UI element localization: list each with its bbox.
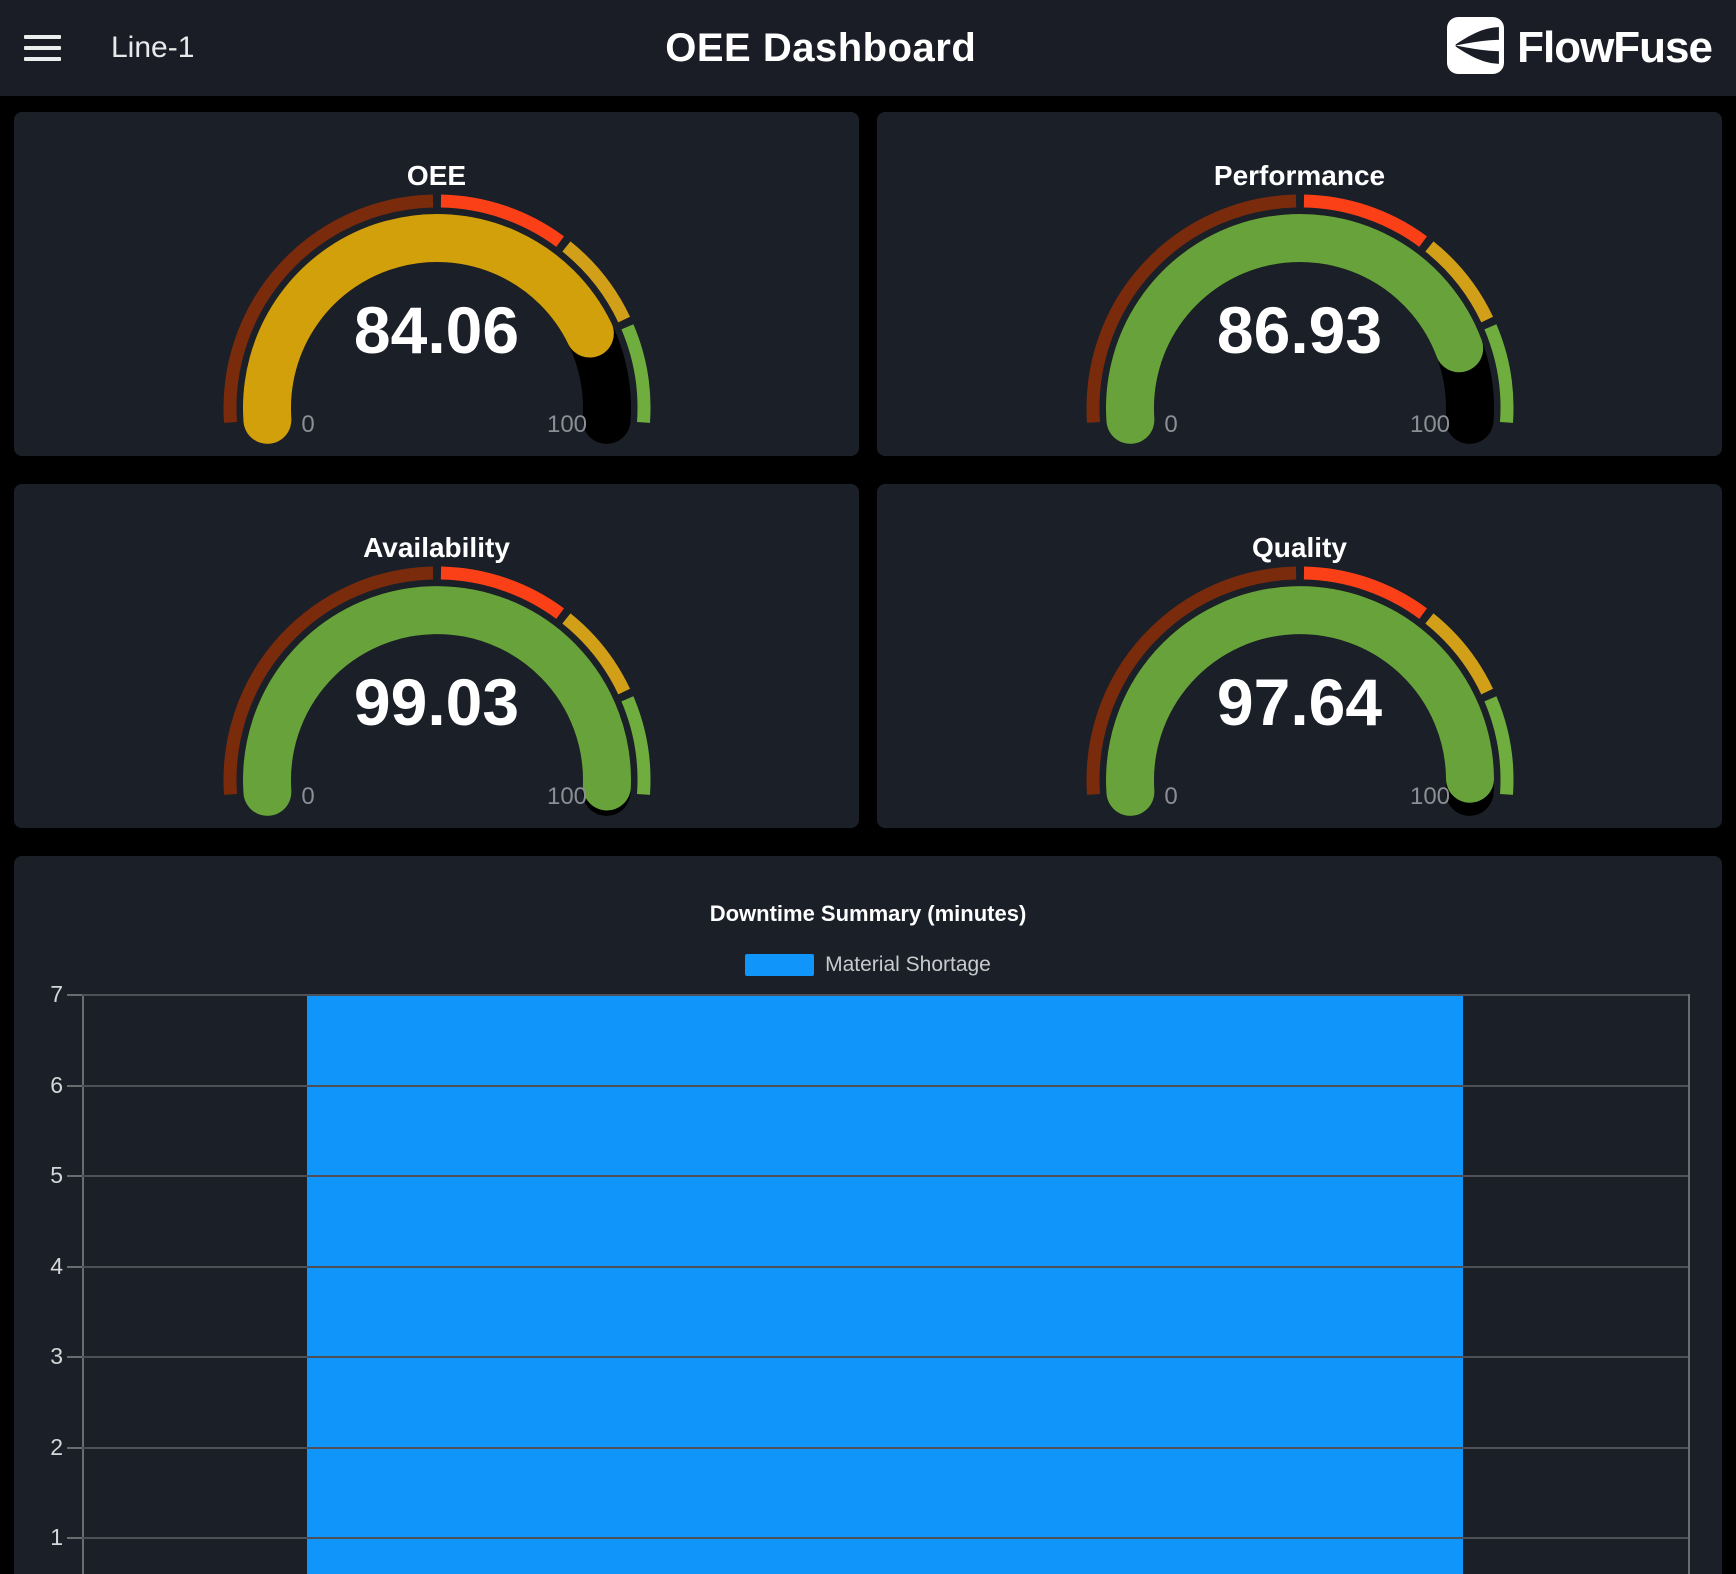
gauge-title: Quality: [1252, 532, 1347, 563]
right-axis-line: [1688, 994, 1690, 1574]
legend-label: Material Shortage: [825, 953, 991, 976]
header-bar: Line-1 OEE Dashboard FlowFuse: [0, 0, 1736, 96]
gauge-value: 86.93: [1216, 293, 1383, 367]
gauge-row-2: Availability 99.03 0 100 Quality 97.64 0…: [14, 484, 1722, 828]
gauge-min-label: 0: [1164, 411, 1178, 438]
y-tick-label: 4: [50, 1252, 63, 1279]
gridline-y-7: [82, 994, 1688, 996]
y-tick-label: 2: [50, 1433, 63, 1460]
gauge-arc: [223, 194, 651, 444]
gridline-y-3: [82, 1356, 1688, 1358]
gridline-y-1: [82, 1537, 1688, 1539]
gauge-title: OEE: [406, 160, 467, 191]
gridline-y-2: [82, 1446, 1688, 1449]
gauge-max-label: 100: [546, 783, 588, 810]
legend-item-material-shortage[interactable]: Material Shortage: [14, 954, 1722, 976]
y-tick-label: 5: [50, 1162, 63, 1188]
gauge-arc: [223, 566, 651, 816]
brand-name: FlowFuse: [1517, 23, 1713, 72]
gauge-card-availability: Availability 99.03 0 100: [14, 484, 859, 828]
gridline-y-4: [82, 1265, 1688, 1268]
legend-swatch: [745, 954, 815, 976]
bar-material-shortage: [307, 996, 1463, 1574]
dashboard-body: OEE 84.06 0 100 Performance 86.93 0 100 …: [0, 96, 1736, 1574]
gauge-min-label: 0: [301, 783, 315, 810]
gauge-value: 99.03: [353, 665, 520, 739]
gauge-value: 97.64: [1216, 665, 1383, 739]
gridline-y-5: [82, 1175, 1688, 1177]
y-tick-mark: [67, 994, 82, 996]
gauge-card-quality: Quality 97.64 0 100: [877, 484, 1722, 828]
y-tick-label: 3: [50, 1343, 63, 1369]
gauge-arc: [1086, 194, 1514, 444]
page-name: Line-1: [111, 31, 195, 64]
page-title: OEE Dashboard: [665, 25, 977, 70]
gauge-max-label: 100: [1409, 783, 1451, 810]
gauge-min-label: 0: [1164, 783, 1178, 810]
gauge-arc: [1086, 566, 1514, 816]
y-tick-label: 1: [50, 1524, 63, 1550]
y-tick-mark: [67, 1084, 82, 1087]
gauge-row-1: OEE 84.06 0 100 Performance 86.93 0 100: [14, 112, 1722, 456]
gauge-max-label: 100: [1409, 411, 1451, 438]
y-tick-mark: [67, 1446, 82, 1449]
gauge-card-performance: Performance 86.93 0 100: [877, 112, 1722, 456]
gauge-min-label: 0: [301, 411, 315, 438]
gauge-value: 84.06: [353, 293, 520, 367]
gauge-title: Performance: [1213, 160, 1386, 191]
brand-logo: FlowFuse: [1447, 17, 1713, 79]
y-tick-label: 6: [50, 1071, 63, 1098]
downtime-chart-card: Downtime Summary (minutes) Material Shor…: [14, 856, 1722, 1574]
gauge-card-oee: OEE 84.06 0 100: [14, 112, 859, 456]
flowfuse-logo-icon: [1447, 17, 1505, 79]
y-tick-mark: [67, 1175, 82, 1177]
gauge-title: Availability: [363, 532, 510, 563]
bar-chart-plot-area: 7 6 5 4 3 2 1: [14, 981, 1722, 1574]
y-tick-mark: [67, 1265, 82, 1268]
y-tick-label: 7: [50, 981, 63, 1007]
menu-hamburger-icon[interactable]: [24, 35, 61, 61]
gauge-max-label: 100: [546, 411, 588, 438]
gridline-y-6: [82, 1084, 1688, 1087]
y-axis-line: [82, 994, 84, 1574]
y-tick-mark: [67, 1356, 82, 1358]
y-tick-mark: [67, 1537, 82, 1539]
chart-title: Downtime Summary (minutes): [709, 901, 1027, 926]
